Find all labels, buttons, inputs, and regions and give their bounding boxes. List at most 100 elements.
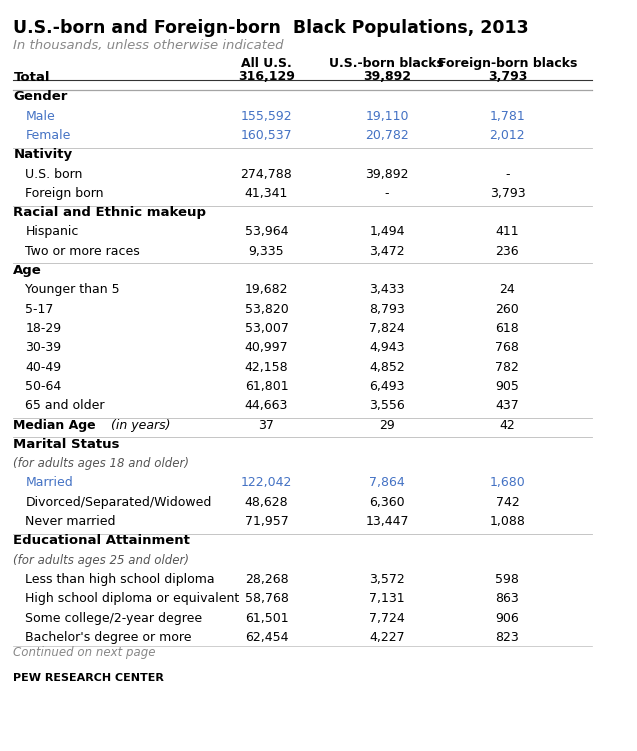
Text: 7,864: 7,864 — [369, 476, 404, 490]
Text: 53,820: 53,820 — [245, 303, 289, 315]
Text: Male: Male — [25, 110, 55, 122]
Text: 1,088: 1,088 — [489, 515, 526, 528]
Text: U.S. born: U.S. born — [25, 167, 83, 180]
Text: 7,131: 7,131 — [369, 593, 404, 605]
Text: Racial and Ethnic makeup: Racial and Ethnic makeup — [13, 207, 206, 219]
Text: 598: 598 — [496, 573, 519, 586]
Text: 4,852: 4,852 — [369, 360, 404, 374]
Text: 6,360: 6,360 — [369, 496, 404, 508]
Text: PEW RESEARCH CENTER: PEW RESEARCH CENTER — [13, 673, 164, 683]
Text: All U.S.: All U.S. — [241, 57, 292, 70]
Text: 62,454: 62,454 — [245, 631, 288, 644]
Text: 58,768: 58,768 — [245, 593, 289, 605]
Text: 41,341: 41,341 — [245, 187, 288, 200]
Text: 1,680: 1,680 — [489, 476, 526, 490]
Text: 29: 29 — [379, 418, 395, 432]
Text: 20,782: 20,782 — [365, 129, 409, 142]
Text: 3,793: 3,793 — [490, 187, 526, 200]
Text: 274,788: 274,788 — [241, 167, 292, 180]
Text: 24: 24 — [499, 283, 515, 297]
Text: Nativity: Nativity — [13, 148, 73, 161]
Text: 122,042: 122,042 — [241, 476, 292, 490]
Text: 155,592: 155,592 — [241, 110, 292, 122]
Text: 40-49: 40-49 — [25, 360, 62, 374]
Text: 6,493: 6,493 — [369, 380, 404, 393]
Text: 48,628: 48,628 — [245, 496, 289, 508]
Text: 42: 42 — [499, 418, 515, 432]
Text: 7,824: 7,824 — [369, 322, 404, 335]
Text: 8,793: 8,793 — [369, 303, 404, 315]
Text: 18-29: 18-29 — [25, 322, 62, 335]
Text: 19,682: 19,682 — [245, 283, 288, 297]
Text: 863: 863 — [496, 593, 519, 605]
Text: (in years): (in years) — [111, 418, 171, 432]
Text: Divorced/Separated/Widowed: Divorced/Separated/Widowed — [25, 496, 212, 508]
Text: 65 and older: 65 and older — [25, 400, 105, 412]
Text: Gender: Gender — [13, 90, 68, 104]
Text: Marital Status: Marital Status — [13, 438, 120, 451]
Text: -: - — [385, 187, 389, 200]
Text: 39,892: 39,892 — [365, 167, 409, 180]
Text: Married: Married — [25, 476, 73, 490]
Text: 906: 906 — [496, 611, 519, 625]
Text: 28,268: 28,268 — [245, 573, 289, 586]
Text: 19,110: 19,110 — [365, 110, 409, 122]
Text: 3,433: 3,433 — [369, 283, 404, 297]
Text: 3,572: 3,572 — [369, 573, 404, 586]
Text: Age: Age — [13, 264, 42, 277]
Text: 50-64: 50-64 — [25, 380, 62, 393]
Text: High school diploma or equivalent: High school diploma or equivalent — [25, 593, 240, 605]
Text: 53,964: 53,964 — [245, 225, 288, 239]
Text: Median Age: Median Age — [13, 418, 101, 432]
Text: 618: 618 — [496, 322, 519, 335]
Text: 3,793: 3,793 — [488, 71, 527, 83]
Text: 437: 437 — [496, 400, 519, 412]
Text: 1,494: 1,494 — [369, 225, 404, 239]
Text: Female: Female — [25, 129, 71, 142]
Text: 4,943: 4,943 — [369, 341, 404, 354]
Text: 316,129: 316,129 — [238, 71, 295, 83]
Text: 823: 823 — [496, 631, 519, 644]
Text: 236: 236 — [496, 245, 519, 258]
Text: 71,957: 71,957 — [245, 515, 289, 528]
Text: (for adults ages 25 and older): (for adults ages 25 and older) — [13, 553, 189, 567]
Text: Foreign born: Foreign born — [25, 187, 104, 200]
Text: 53,007: 53,007 — [245, 322, 289, 335]
Text: 1,781: 1,781 — [489, 110, 526, 122]
Text: 42,158: 42,158 — [245, 360, 289, 374]
Text: Some college/2-year degree: Some college/2-year degree — [25, 611, 203, 625]
Text: 44,663: 44,663 — [245, 400, 288, 412]
Text: 260: 260 — [496, 303, 519, 315]
Text: (for adults ages 18 and older): (for adults ages 18 and older) — [13, 457, 189, 470]
Text: 61,501: 61,501 — [245, 611, 289, 625]
Text: 7,724: 7,724 — [369, 611, 404, 625]
Text: Continued on next page: Continued on next page — [13, 647, 156, 659]
Text: Less than high school diploma: Less than high school diploma — [25, 573, 215, 586]
Text: Educational Attainment: Educational Attainment — [13, 535, 190, 547]
Text: In thousands, unless otherwise indicated: In thousands, unless otherwise indicated — [13, 39, 284, 52]
Text: 411: 411 — [496, 225, 519, 239]
Text: -: - — [505, 167, 510, 180]
Text: U.S.-born and Foreign-born  Black Populations, 2013: U.S.-born and Foreign-born Black Populat… — [13, 19, 529, 37]
Text: 782: 782 — [496, 360, 519, 374]
Text: 2,012: 2,012 — [490, 129, 526, 142]
Text: 742: 742 — [496, 496, 519, 508]
Text: 30-39: 30-39 — [25, 341, 62, 354]
Text: 9,335: 9,335 — [248, 245, 284, 258]
Text: 4,227: 4,227 — [369, 631, 404, 644]
Text: 3,556: 3,556 — [369, 400, 404, 412]
Text: 768: 768 — [496, 341, 519, 354]
Text: 905: 905 — [496, 380, 519, 393]
Text: Hispanic: Hispanic — [25, 225, 79, 239]
Text: Two or more races: Two or more races — [25, 245, 140, 258]
Text: Never married: Never married — [25, 515, 116, 528]
Text: Total: Total — [13, 71, 50, 84]
Text: 13,447: 13,447 — [365, 515, 409, 528]
Text: 5-17: 5-17 — [25, 303, 54, 315]
Text: 39,892: 39,892 — [363, 71, 411, 83]
Text: U.S.-born blacks: U.S.-born blacks — [329, 57, 445, 70]
Text: 3,472: 3,472 — [369, 245, 404, 258]
Text: Younger than 5: Younger than 5 — [25, 283, 120, 297]
Text: 160,537: 160,537 — [241, 129, 292, 142]
Text: Foreign-born blacks: Foreign-born blacks — [438, 57, 577, 70]
